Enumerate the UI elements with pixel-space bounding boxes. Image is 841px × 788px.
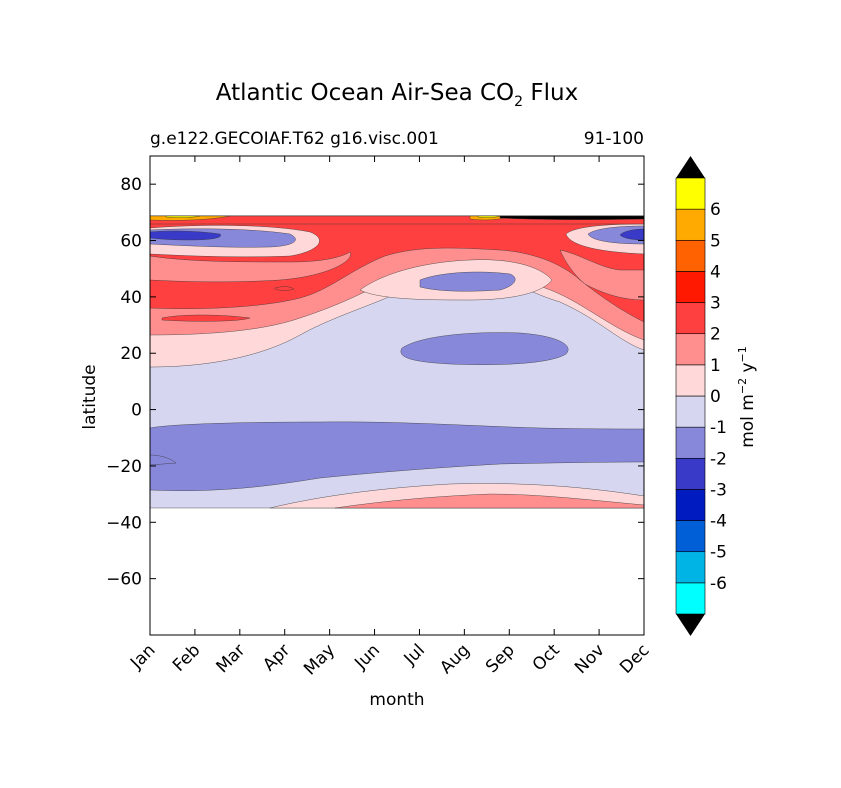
colorbar-swatch xyxy=(675,551,706,584)
colorbar-swatch xyxy=(675,177,706,210)
colorbar-tick-label: -5 xyxy=(710,543,727,563)
subtitle-left: g.e122.GECOIAF.T62 g16.visc.001 xyxy=(150,129,439,149)
x-tick-label: Jun xyxy=(350,640,384,674)
colorbar-tick-label: -2 xyxy=(710,449,727,469)
colorbar-tick-label: 4 xyxy=(710,262,721,282)
plot-frame xyxy=(149,155,645,636)
contour-subpolar-left-core xyxy=(150,230,221,241)
colorbar-extend-bottom xyxy=(676,614,705,636)
y-tick-label: 80 xyxy=(120,175,142,195)
colorbar-tick-label: -4 xyxy=(710,512,727,532)
y-tick-label: 0 xyxy=(131,401,142,421)
x-tick-label: Sep xyxy=(482,640,519,677)
colorbar-swatch xyxy=(675,520,706,553)
colorbar-swatch xyxy=(675,208,706,241)
colorbar-tick-label: 2 xyxy=(710,325,721,345)
colorbar-swatch xyxy=(675,582,706,615)
colorbar-tick-label: 3 xyxy=(710,294,721,314)
colorbar-swatch xyxy=(675,239,706,272)
colorbar-swatch xyxy=(675,302,706,335)
x-tick-label: Jul xyxy=(400,640,429,669)
colorbar-label: mol m−2 y−1 xyxy=(736,346,758,448)
contour-top-yellow-left-core xyxy=(165,215,201,218)
x-tick-label: Dec xyxy=(616,640,653,677)
x-tick-label: Feb xyxy=(169,640,204,675)
y-tick-label: 60 xyxy=(120,232,142,252)
y-tick-label: −60 xyxy=(106,570,142,590)
contour-nh-mid-blob xyxy=(419,271,516,292)
colorbar-swatch xyxy=(675,426,706,459)
y-tick-label: −40 xyxy=(106,513,142,533)
y-tick-label: 20 xyxy=(120,344,142,364)
subtitle-right: 91-100 xyxy=(584,129,644,149)
colorbar-tick-label: 6 xyxy=(710,200,721,220)
colorbar-swatch xyxy=(675,457,706,490)
colorbar-tick-label: 5 xyxy=(710,231,721,251)
x-axis-label: month xyxy=(369,690,424,710)
colorbar-extend-top xyxy=(676,156,705,178)
colorbar-swatch xyxy=(675,271,706,303)
contour-field xyxy=(150,215,644,509)
colorbar-tick-label: -6 xyxy=(710,574,727,594)
colorbar-swatch xyxy=(675,333,706,366)
x-tick-label: Nov xyxy=(571,640,609,678)
x-tick-label: Oct xyxy=(529,640,564,675)
colorbar-tick-label: 0 xyxy=(710,387,721,407)
contour-spot-2 xyxy=(274,286,295,291)
contour-top-edge-red xyxy=(150,215,644,225)
colorbar: 6 5 4 3 2 1 0 -1 -2 -3 -4 -5 -6 xyxy=(675,156,727,636)
colorbar-swatch xyxy=(675,489,706,521)
colorbar-tick-label: 1 xyxy=(710,356,721,376)
x-tick-label: May xyxy=(300,640,339,679)
colorbar-swatch xyxy=(675,364,706,397)
x-tick-label: Apr xyxy=(259,640,294,675)
y-tick-label: 40 xyxy=(120,288,142,308)
contour-sh-negative-lobe xyxy=(150,454,177,466)
colorbar-tick-label: -1 xyxy=(710,418,727,438)
x-tick-label: Jan xyxy=(126,640,159,673)
y-tick-label: −20 xyxy=(106,457,142,477)
y-axis: 80 60 40 20 0 −20 −40 −60 xyxy=(106,175,644,590)
colorbar-tick-label: -3 xyxy=(710,480,727,500)
contour-subpolar-right-core xyxy=(619,228,644,241)
contour-spot-1 xyxy=(161,314,251,322)
contour-tropical-blob xyxy=(400,332,569,365)
contour-sh-positive-strong xyxy=(334,493,644,509)
chart-title: Atlantic Ocean Air-Sea CO2 Flux xyxy=(216,80,578,110)
contour-nh-pink-right xyxy=(559,249,644,301)
colorbar-swatch xyxy=(675,395,706,428)
y-axis-label: latitude xyxy=(80,364,100,429)
x-tick-label: Aug xyxy=(436,640,474,678)
x-tick-label: Mar xyxy=(213,640,250,677)
contour-nh-pink-inner xyxy=(150,251,351,283)
